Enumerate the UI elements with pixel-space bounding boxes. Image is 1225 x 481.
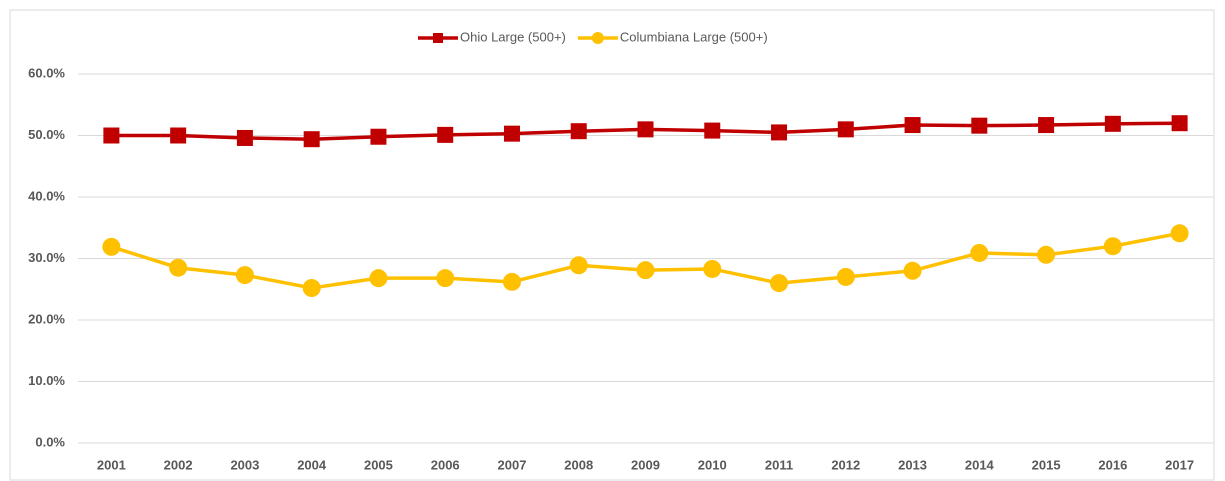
x-tick-label: 2016 [1098, 457, 1127, 472]
marker [970, 243, 989, 262]
y-tick-label: 30.0% [28, 250, 65, 265]
marker [169, 258, 188, 277]
marker [837, 121, 854, 138]
chart-border [9, 9, 1215, 481]
marker [370, 128, 387, 145]
marker [771, 124, 788, 141]
marker [1104, 115, 1121, 132]
marker [637, 121, 654, 138]
marker [102, 237, 121, 256]
marker [437, 126, 454, 143]
x-tick-label: 2001 [97, 457, 126, 472]
marker [503, 125, 520, 142]
marker [1038, 117, 1055, 134]
marker [170, 127, 187, 144]
marker [903, 261, 922, 280]
x-tick-label: 2017 [1165, 457, 1194, 472]
y-tick-label: 40.0% [28, 188, 65, 203]
x-tick-label: 2007 [498, 457, 527, 472]
marker [303, 131, 320, 148]
marker [770, 274, 789, 293]
marker [591, 32, 604, 44]
marker [502, 272, 521, 291]
legend-label: Ohio Large (500+) [460, 29, 566, 44]
marker [569, 256, 588, 275]
marker [369, 269, 388, 288]
y-tick-label: 0.0% [35, 434, 65, 449]
marker [636, 261, 655, 280]
y-tick-label: 20.0% [28, 311, 65, 326]
marker [1170, 224, 1189, 243]
x-tick-label: 2014 [965, 457, 995, 472]
marker [103, 127, 120, 144]
marker [1037, 245, 1056, 264]
x-tick-label: 2008 [564, 457, 593, 472]
marker [236, 129, 253, 146]
x-tick-label: 2003 [230, 457, 259, 472]
marker [1171, 115, 1188, 132]
marker [836, 267, 855, 286]
x-tick-label: 2006 [431, 457, 460, 472]
marker [703, 259, 722, 278]
marker [436, 269, 455, 288]
marker [570, 123, 587, 140]
x-tick-label: 2015 [1032, 457, 1061, 472]
marker [904, 117, 921, 134]
x-tick-label: 2002 [164, 457, 193, 472]
marker [433, 33, 443, 43]
series-line [110, 231, 1180, 290]
x-tick-label: 2009 [631, 457, 660, 472]
y-tick-label: 50.0% [28, 127, 65, 142]
x-tick-label: 2013 [898, 457, 927, 472]
y-tick-label: 60.0% [28, 65, 65, 80]
y-tick-label: 10.0% [28, 373, 65, 388]
marker [235, 266, 254, 285]
x-tick-label: 2005 [364, 457, 393, 472]
marker [971, 117, 988, 134]
marker [704, 122, 721, 139]
x-tick-label: 2012 [831, 457, 860, 472]
x-tick-label: 2004 [297, 457, 327, 472]
marker [302, 279, 321, 298]
x-tick-label: 2010 [698, 457, 727, 472]
legend-label: Columbiana Large (500+) [620, 29, 768, 44]
marker [1103, 237, 1122, 256]
x-tick-label: 2011 [765, 457, 793, 472]
